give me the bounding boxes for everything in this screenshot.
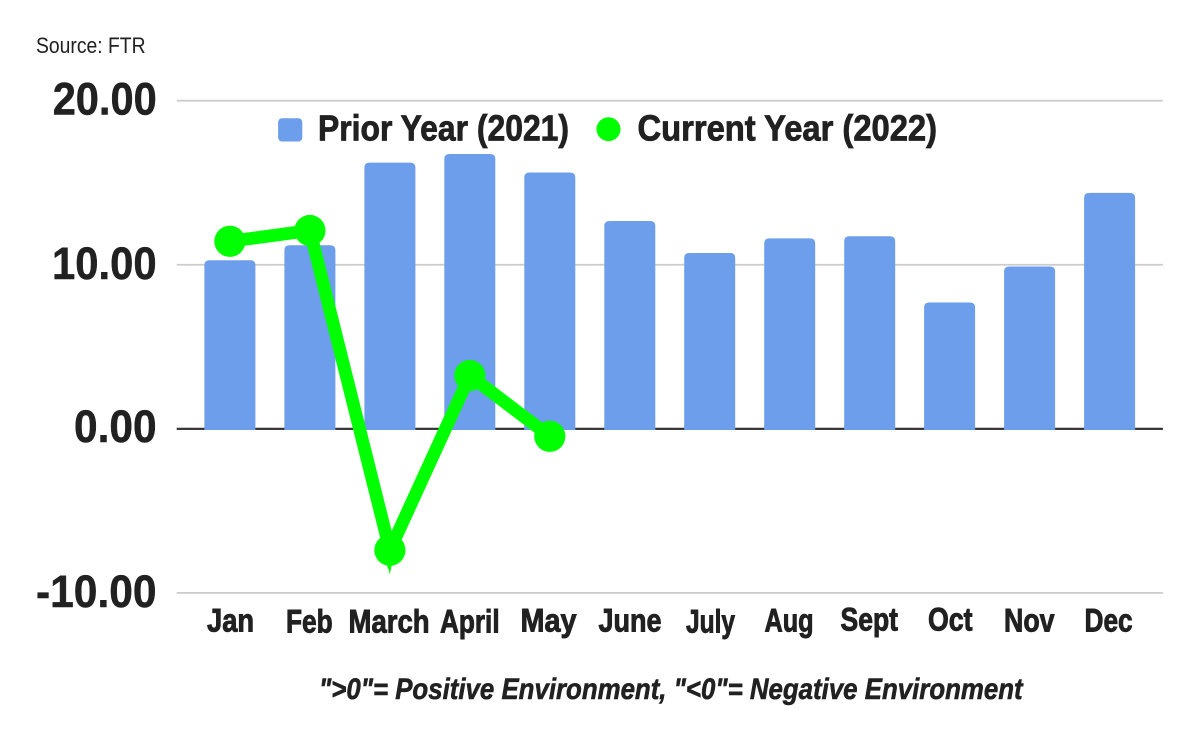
svg-text:May: May — [521, 602, 577, 638]
svg-text:Oct: Oct — [928, 601, 973, 637]
svg-text:Nov: Nov — [1004, 602, 1055, 638]
svg-text:April: April — [440, 603, 500, 639]
svg-text:Dec: Dec — [1085, 602, 1133, 638]
svg-text:Jan: Jan — [207, 602, 254, 638]
svg-text:20.00: 20.00 — [53, 73, 157, 124]
svg-text:Sept: Sept — [841, 601, 899, 637]
svg-text:March: March — [349, 603, 430, 639]
svg-text:Current Year (2022): Current Year (2022) — [638, 108, 938, 149]
svg-text:0.00: 0.00 — [74, 401, 157, 452]
svg-text:-10.00: -10.00 — [36, 566, 157, 617]
svg-text:10.00: 10.00 — [52, 238, 157, 289]
svg-text:July: July — [686, 603, 735, 639]
svg-text:Prior Year (2021): Prior Year (2021) — [318, 108, 569, 149]
svg-text:June: June — [599, 602, 662, 638]
svg-text:Aug: Aug — [765, 602, 814, 638]
svg-text:">0"= Positive Environment, "<: ">0"= Positive Environment, "<0"= Negati… — [319, 673, 1024, 706]
svg-text:Source: FTR: Source: FTR — [36, 33, 146, 58]
svg-text:Feb: Feb — [286, 603, 333, 639]
